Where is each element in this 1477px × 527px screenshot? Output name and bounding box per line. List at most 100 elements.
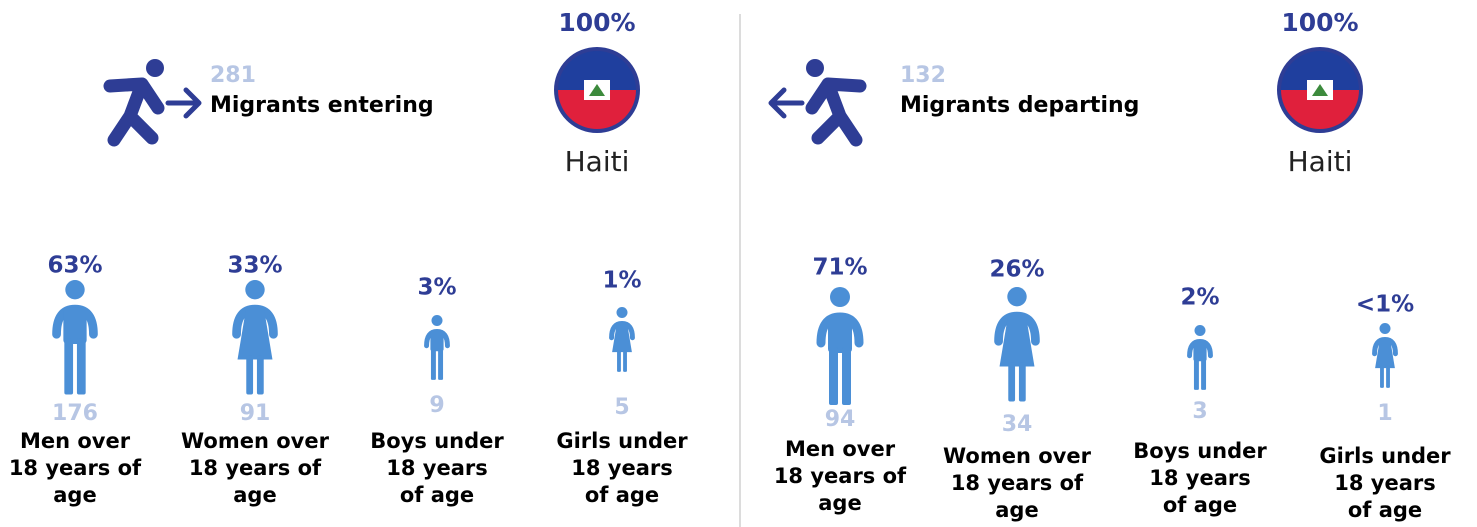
haiti-flag (554, 47, 640, 133)
group: 26% 34 Women over 18 years of age (943, 257, 1092, 523)
group-label: age (233, 483, 276, 507)
figure-head (1007, 287, 1027, 307)
group-label: Women over (943, 444, 1092, 468)
group-label: 18 years (386, 456, 488, 480)
boy-figure (1187, 325, 1213, 390)
group-label: of age (400, 483, 474, 507)
figure-leg (76, 338, 86, 395)
walker-arrow (768, 87, 805, 119)
group: 71% 94 Men over 18 years of age (774, 255, 907, 516)
group-label: 18 years (571, 456, 673, 480)
group-share: 2% (1180, 285, 1219, 311)
figure-head (65, 280, 85, 300)
figure-leg (617, 349, 621, 372)
country-share: 100% (558, 8, 635, 37)
group-count: 9 (429, 393, 444, 418)
group-label: Boys under (370, 429, 504, 453)
group: 3% 9 Boys under 18 years of age (370, 275, 504, 508)
flag-ring (554, 47, 640, 133)
group-label: age (995, 498, 1038, 522)
figure-torso (430, 330, 444, 352)
walker-head (146, 59, 164, 77)
figure-dress (237, 307, 273, 360)
group-share: 33% (227, 253, 282, 279)
figure-leg (829, 347, 838, 405)
figure-dress (612, 322, 632, 353)
figure-torso (63, 307, 87, 345)
migrant-count: 132 (900, 63, 946, 88)
walker-body (103, 77, 165, 147)
figure-leg (623, 349, 627, 372)
figure-head (616, 307, 628, 318)
figure-leg (64, 338, 74, 395)
group: 2% 3 Boys under 18 years of age (1133, 285, 1267, 518)
country-name: Haiti (1288, 145, 1353, 178)
group: <1% 1 Girls under 18 years of age (1319, 292, 1451, 523)
group-label: 18 years of (189, 456, 322, 480)
figure-leg (1193, 358, 1199, 390)
migrant-label: Migrants departing (900, 93, 1139, 118)
group-count: 91 (240, 401, 271, 426)
figure-leg (438, 348, 444, 380)
group-label: 18 years of (951, 471, 1084, 495)
man-figure (52, 280, 98, 395)
migrant-count: 281 (210, 63, 256, 88)
figure-leg (1386, 365, 1390, 388)
group-label: of age (585, 483, 659, 507)
figure-leg (1380, 365, 1384, 388)
walker-arrow (165, 87, 202, 119)
group-label: Men over (785, 437, 896, 461)
group-label: age (53, 483, 96, 507)
panel: 132 Migrants departing 100% Haiti 71% 94 Men o… (768, 8, 1451, 523)
figure-torso (1193, 340, 1207, 362)
group-label: age (818, 491, 861, 515)
figure-dress (999, 314, 1035, 367)
figure-leg (1008, 362, 1016, 402)
figure-head (1379, 323, 1391, 334)
flag-emblem (1312, 84, 1328, 96)
group-count: 3 (1192, 399, 1207, 424)
walker-head (806, 59, 824, 77)
group-share: <1% (1356, 292, 1414, 318)
girl-figure (609, 307, 635, 372)
boy-figure (424, 315, 450, 380)
group-label: 18 years (1334, 471, 1436, 495)
figure-leg (842, 347, 851, 405)
group-label: of age (1348, 498, 1422, 522)
group: 33% 91 Women over 18 years of age (181, 253, 330, 508)
migrant-label: Migrants entering (210, 93, 434, 118)
walker-body (805, 77, 867, 147)
group-label: Women over (181, 429, 330, 453)
group-label: Girls under (556, 429, 688, 453)
group-share: 26% (989, 257, 1044, 283)
figure-leg (430, 348, 436, 380)
group-share: 71% (812, 255, 867, 281)
figure-head (1194, 325, 1206, 336)
country-share: 100% (1281, 8, 1358, 37)
figure-head (431, 315, 443, 326)
man-figure (816, 287, 864, 405)
group-share: 63% (47, 253, 102, 279)
haiti-flag (1277, 47, 1363, 133)
group: 63% 176 Men over 18 years of age (9, 253, 142, 508)
woman-figure (232, 280, 278, 395)
group-count: 34 (1002, 412, 1033, 437)
group-label: of age (1163, 493, 1237, 517)
group-count: 94 (825, 407, 856, 432)
group-label: Girls under (1319, 444, 1451, 468)
group-label: Boys under (1133, 439, 1267, 463)
figure-leg (256, 355, 264, 395)
figure-leg (1201, 358, 1207, 390)
group-count: 176 (52, 401, 98, 426)
figure-leg (1018, 362, 1026, 402)
figure-torso (828, 315, 852, 353)
group: 1% 5 Girls under 18 years of age (556, 268, 688, 508)
group-share: 1% (602, 268, 641, 294)
group-label: 18 years (1149, 466, 1251, 490)
walker-icon (768, 59, 867, 147)
group-label: 18 years of (774, 464, 907, 488)
figure-head (245, 280, 265, 300)
girl-figure (1372, 323, 1398, 388)
group-count: 5 (614, 395, 629, 420)
group-count: 1 (1377, 401, 1392, 426)
